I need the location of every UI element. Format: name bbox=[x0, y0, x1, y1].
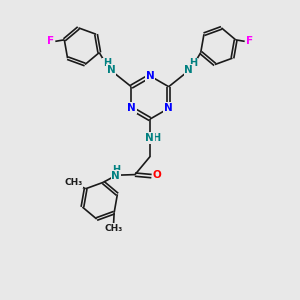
Text: CH₃: CH₃ bbox=[104, 224, 123, 233]
Text: N: N bbox=[107, 65, 116, 75]
Text: H: H bbox=[103, 58, 111, 68]
Text: H: H bbox=[152, 133, 161, 143]
Text: F: F bbox=[47, 36, 54, 46]
Text: N: N bbox=[146, 71, 154, 81]
Text: N: N bbox=[184, 65, 193, 75]
Text: H: H bbox=[189, 58, 197, 68]
Text: O: O bbox=[152, 170, 161, 181]
Text: N: N bbox=[127, 103, 136, 113]
Text: N: N bbox=[145, 133, 154, 143]
Text: N: N bbox=[111, 171, 120, 181]
Text: H: H bbox=[112, 165, 120, 175]
Text: F: F bbox=[246, 36, 253, 46]
Text: CH₃: CH₃ bbox=[64, 178, 83, 187]
Text: N: N bbox=[164, 103, 173, 113]
